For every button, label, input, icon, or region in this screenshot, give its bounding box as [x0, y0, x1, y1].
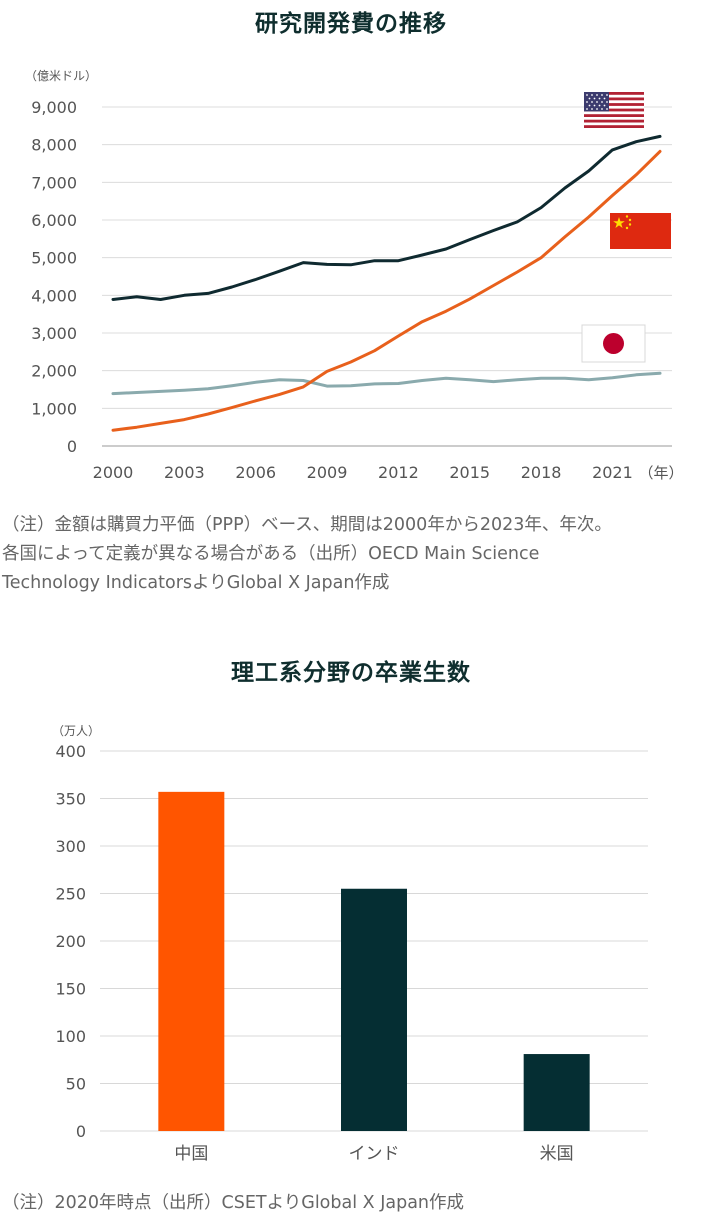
x-tick-label: 2012 — [378, 463, 419, 482]
x-tick-label: 2015 — [449, 463, 490, 482]
x-tick-label: 2006 — [235, 463, 276, 482]
china-flag-icon — [610, 213, 671, 249]
y-tick-label: 4,000 — [31, 286, 77, 305]
x-tick-label: 2021 — [592, 463, 633, 482]
y-tick-label: 350 — [55, 790, 86, 809]
y-tick-label: 3,000 — [31, 324, 77, 343]
x-category-label: 米国 — [540, 1144, 574, 1164]
stem-graduates-bar-chart: 0 50 100 150 200 250 300 350 400 （万人） 中国 インド 米国 — [52, 724, 648, 1164]
x-category-label: インド — [349, 1144, 400, 1164]
y-tick-label: 8,000 — [31, 136, 77, 155]
y-tick-label: 0 — [76, 1122, 86, 1141]
note-line: Technology IndicatorsよりGlobal X Japan作成 — [2, 573, 390, 593]
series-line-jp — [111, 371, 662, 396]
y-tick-label: 150 — [55, 980, 86, 999]
y-axis-unit-label: （億米ドル） — [25, 69, 97, 83]
y-tick-label: 6,000 — [31, 211, 77, 230]
japan-flag-icon — [581, 324, 646, 363]
y-tick-label: 400 — [55, 742, 86, 761]
note-line: 各国によって定義が異なる場合がある（出所）OECD Main Science — [2, 544, 540, 564]
x-tick-label: 2009 — [307, 463, 348, 482]
x-tick-label: 2003 — [164, 463, 205, 482]
y-tick-label: 9,000 — [31, 98, 77, 117]
x-category-label: 中国 — [174, 1144, 208, 1164]
note-line: （注）2020年時点（出所）CSETよりGlobal X Japan作成 — [2, 1193, 465, 1213]
bar-2 — [341, 888, 407, 1131]
line-chart-note: （注）金額は購買力平価（PPP）ベース、期間は2000年から2023年、年次。 … — [2, 511, 612, 598]
y-tick-label: 100 — [55, 1027, 86, 1046]
bar-chart-title: 理工系分野の卒業生数 — [231, 660, 471, 686]
y-tick-label: 1,000 — [31, 399, 77, 418]
x-axis-unit-label: （年） — [638, 464, 683, 482]
bar-3 — [523, 1054, 590, 1131]
x-tick-label: 2000 — [93, 463, 134, 482]
line-chart-title: 研究開発費の推移 — [255, 11, 447, 37]
bar-1 — [158, 791, 225, 1131]
rd-line-chart: 0 1,000 2,000 3,000 4,000 5,000 6,000 7,000 8,00… — [25, 69, 684, 482]
y-tick-label: 5,000 — [31, 249, 77, 268]
series-line-cn — [111, 149, 662, 432]
bar-chart-note: （注）2020年時点（出所）CSETよりGlobal X Japan作成 — [2, 1189, 464, 1218]
note-line: （注）金額は購買力平価（PPP）ベース、期間は2000年から2023年、年次。 — [2, 515, 612, 535]
y-tick-label: 0 — [67, 437, 77, 456]
y-tick-label: 250 — [55, 885, 86, 904]
x-tick-label: 2018 — [521, 463, 562, 482]
y-axis-unit-label: （万人） — [52, 724, 100, 738]
y-tick-label: 50 — [66, 1075, 86, 1094]
us-flag-icon — [584, 92, 644, 128]
series-line-us — [111, 134, 662, 301]
y-tick-label: 7,000 — [31, 173, 77, 192]
y-tick-label: 200 — [55, 932, 86, 951]
y-tick-label: 300 — [55, 837, 86, 856]
y-tick-label: 2,000 — [31, 362, 77, 381]
